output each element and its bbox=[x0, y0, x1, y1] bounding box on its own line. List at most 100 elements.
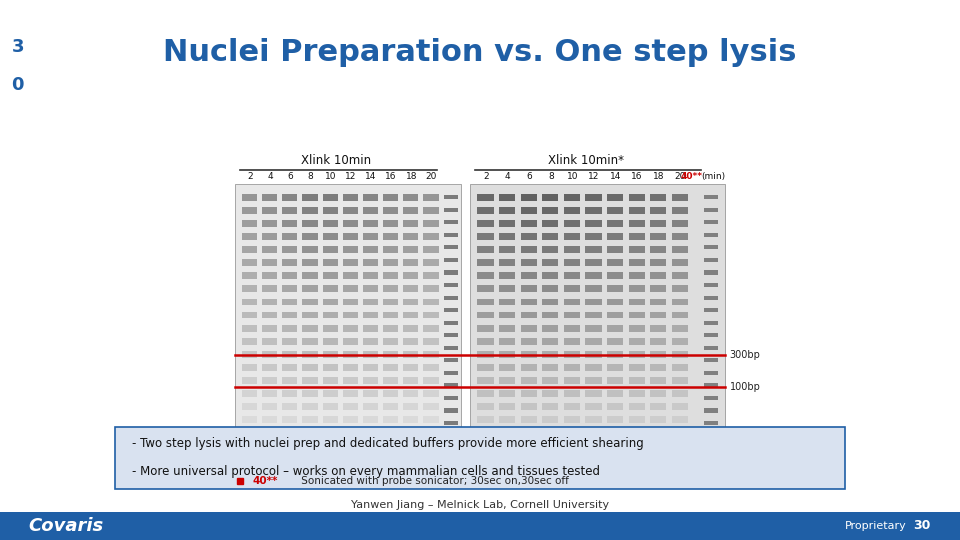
Bar bbox=[477, 351, 493, 357]
Bar bbox=[242, 364, 257, 371]
Bar bbox=[672, 377, 688, 384]
Bar bbox=[499, 246, 516, 253]
Bar bbox=[403, 351, 419, 357]
Bar bbox=[477, 390, 493, 397]
Bar bbox=[542, 390, 559, 397]
Bar bbox=[704, 258, 718, 262]
Bar bbox=[282, 246, 298, 253]
Bar bbox=[323, 312, 338, 319]
Bar bbox=[477, 325, 493, 332]
Text: 4: 4 bbox=[268, 172, 273, 181]
Bar bbox=[586, 207, 602, 214]
Bar bbox=[363, 220, 378, 227]
Bar bbox=[282, 299, 298, 305]
Bar bbox=[423, 246, 439, 253]
Bar bbox=[629, 286, 645, 292]
Bar bbox=[262, 272, 277, 279]
Bar bbox=[564, 390, 580, 397]
Bar bbox=[262, 299, 277, 305]
Bar bbox=[520, 338, 537, 345]
Bar bbox=[499, 233, 516, 240]
Bar bbox=[520, 390, 537, 397]
Text: 14: 14 bbox=[366, 172, 376, 181]
Bar bbox=[542, 416, 559, 423]
Bar bbox=[262, 364, 277, 371]
Bar bbox=[542, 377, 559, 384]
Bar bbox=[477, 403, 493, 410]
Bar bbox=[282, 325, 298, 332]
Bar bbox=[607, 338, 623, 345]
Bar bbox=[607, 194, 623, 201]
Bar bbox=[629, 351, 645, 357]
Bar bbox=[343, 272, 358, 279]
Bar bbox=[262, 351, 277, 357]
Bar bbox=[477, 312, 493, 319]
Bar bbox=[423, 403, 439, 410]
Text: 40**: 40** bbox=[252, 476, 277, 485]
Bar bbox=[477, 377, 493, 384]
Bar bbox=[586, 377, 602, 384]
Bar bbox=[520, 403, 537, 410]
Bar bbox=[302, 390, 318, 397]
Bar bbox=[423, 233, 439, 240]
Bar bbox=[564, 325, 580, 332]
Bar bbox=[383, 416, 398, 423]
Bar bbox=[403, 286, 419, 292]
Bar bbox=[520, 364, 537, 371]
Bar bbox=[607, 220, 623, 227]
Bar bbox=[343, 364, 358, 371]
Bar bbox=[499, 220, 516, 227]
Bar bbox=[423, 286, 439, 292]
Bar bbox=[262, 312, 277, 319]
Bar bbox=[403, 220, 419, 227]
Bar bbox=[363, 325, 378, 332]
Bar bbox=[0, 512, 960, 540]
Bar bbox=[302, 403, 318, 410]
Bar bbox=[302, 312, 318, 319]
Bar bbox=[672, 390, 688, 397]
Bar bbox=[323, 364, 338, 371]
Bar bbox=[262, 233, 277, 240]
Bar bbox=[477, 364, 493, 371]
Bar bbox=[650, 207, 666, 214]
Bar bbox=[672, 364, 688, 371]
Bar bbox=[499, 259, 516, 266]
Text: 4: 4 bbox=[505, 172, 511, 181]
Bar bbox=[262, 246, 277, 253]
Bar bbox=[444, 195, 458, 199]
Bar bbox=[704, 421, 718, 425]
Text: 30: 30 bbox=[913, 519, 930, 532]
Bar bbox=[499, 416, 516, 423]
Bar bbox=[302, 220, 318, 227]
Bar bbox=[383, 272, 398, 279]
Bar bbox=[499, 207, 516, 214]
Bar bbox=[343, 351, 358, 357]
Bar bbox=[704, 383, 718, 387]
Bar bbox=[262, 403, 277, 410]
Bar bbox=[542, 338, 559, 345]
Bar bbox=[363, 286, 378, 292]
Bar bbox=[403, 377, 419, 384]
Bar bbox=[704, 346, 718, 350]
Bar bbox=[363, 207, 378, 214]
Bar bbox=[586, 299, 602, 305]
Bar bbox=[650, 403, 666, 410]
Bar bbox=[423, 220, 439, 227]
Bar bbox=[564, 416, 580, 423]
Bar bbox=[423, 377, 439, 384]
Bar bbox=[242, 259, 257, 266]
Bar bbox=[444, 283, 458, 287]
Bar bbox=[629, 194, 645, 201]
Bar bbox=[363, 312, 378, 319]
Bar bbox=[629, 272, 645, 279]
Bar bbox=[444, 208, 458, 212]
Bar bbox=[629, 246, 645, 253]
Bar bbox=[383, 403, 398, 410]
Text: 20: 20 bbox=[426, 172, 437, 181]
Bar bbox=[383, 377, 398, 384]
Bar bbox=[564, 286, 580, 292]
Bar bbox=[564, 403, 580, 410]
Bar bbox=[444, 258, 458, 262]
Text: Proprietary: Proprietary bbox=[845, 521, 906, 531]
Bar bbox=[607, 403, 623, 410]
